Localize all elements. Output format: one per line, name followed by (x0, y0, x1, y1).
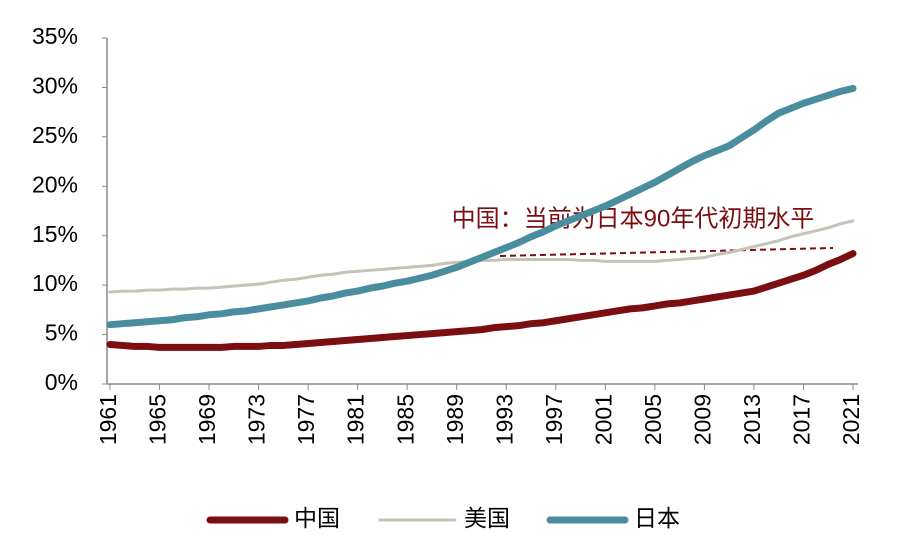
x-tick-label: 2013 (739, 394, 765, 445)
y-tick-label: 15% (32, 221, 78, 247)
y-tick-label: 20% (32, 171, 78, 197)
x-tick-label: 1965 (145, 394, 171, 445)
annotation-line (499, 247, 834, 257)
x-tick-label: 2017 (789, 394, 815, 445)
x-tick-label: 2021 (838, 394, 864, 445)
annotation: 中国：当前为日本90年代初期水平 (452, 205, 815, 232)
y-tick-label: 30% (32, 73, 78, 99)
legend-label: 日本 (634, 505, 680, 531)
legend-label: 美国 (464, 505, 510, 531)
y-tick-label: 25% (32, 122, 78, 148)
x-tick-label: 1969 (194, 394, 220, 445)
series-line (106, 250, 857, 351)
y-tick-label: 35% (32, 23, 78, 49)
x-tick-label: 1981 (343, 394, 369, 445)
legend-label: 中国 (294, 505, 340, 531)
y-tick-label: 10% (32, 270, 78, 296)
x-tick-label: 1985 (392, 394, 418, 445)
x-tick-label: 1977 (293, 394, 319, 445)
y-tick-label: 0% (45, 369, 78, 395)
x-tick-label: 1997 (541, 394, 567, 445)
x-tick-label: 2009 (689, 394, 715, 445)
x-tick-label: 1961 (95, 394, 121, 445)
x-tick-label: 1973 (244, 394, 270, 445)
x-tick-label: 1989 (442, 394, 468, 445)
x-tick-label: 2001 (590, 394, 616, 445)
x-tick-label: 1993 (491, 394, 517, 445)
series-line (106, 84, 857, 329)
x-tick-label: 2005 (640, 394, 666, 445)
y-tick-label: 5% (45, 320, 78, 346)
